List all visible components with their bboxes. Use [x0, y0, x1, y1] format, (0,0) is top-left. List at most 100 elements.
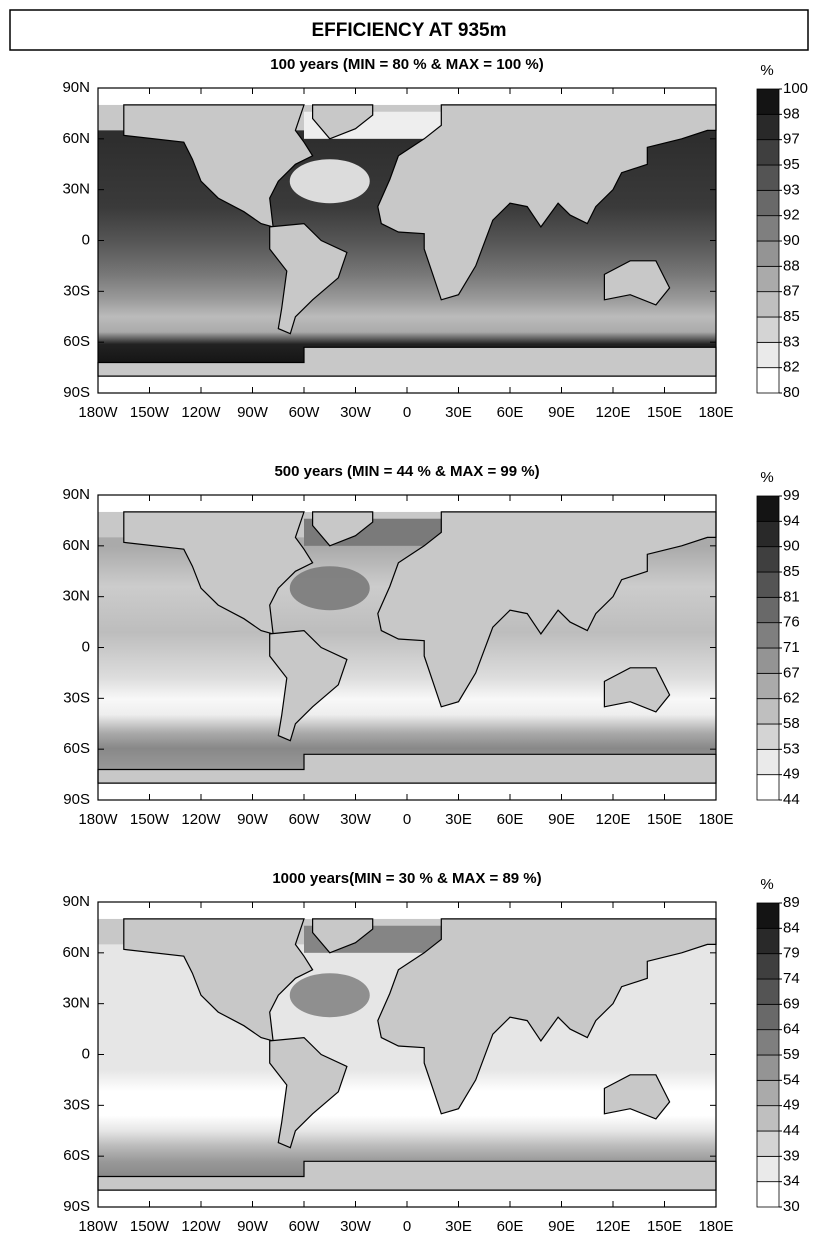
colorbar-label: 30	[783, 1198, 800, 1215]
colorbar-segment	[757, 496, 779, 521]
lon-label: 120W	[181, 811, 221, 828]
colorbar-label: 44	[783, 791, 800, 808]
atlantic-patch	[290, 159, 370, 203]
lon-label: 150W	[130, 404, 170, 421]
colorbar-segment	[757, 597, 779, 622]
colorbar-label: 98	[783, 105, 800, 122]
lon-label: 0	[403, 811, 411, 828]
colorbar-segment	[757, 266, 779, 291]
colorbar-label: 88	[783, 257, 800, 274]
lat-label: 30N	[62, 995, 90, 1012]
lat-label: 30N	[62, 181, 90, 198]
colorbar-segment	[757, 292, 779, 317]
colorbar-segment	[757, 521, 779, 546]
colorbar-label: 54	[783, 1071, 800, 1088]
panel-title: 1000 years(MIN = 30 % & MAX = 89 %)	[272, 870, 541, 887]
map-panel	[98, 88, 716, 393]
lon-label: 120W	[181, 404, 221, 421]
lat-label: 60N	[62, 944, 90, 961]
colorbar-segment	[757, 547, 779, 572]
lon-label: 180W	[78, 811, 118, 828]
colorbar-label: 44	[783, 1122, 800, 1139]
lat-label: 90N	[62, 893, 90, 910]
lon-label: 180E	[698, 404, 733, 421]
figure: EFFICIENCY AT 935m 100 years (MIN = 80 %…	[0, 0, 813, 1236]
colorbar-segment	[757, 241, 779, 266]
colorbar-label: 62	[783, 690, 800, 707]
colorbar-label: 83	[783, 333, 800, 350]
map-panel	[98, 495, 716, 800]
lon-label: 60W	[289, 1218, 321, 1235]
colorbar-segment	[757, 1055, 779, 1080]
lon-label: 150W	[130, 811, 170, 828]
atlantic-patch	[290, 566, 370, 610]
colorbar-segment	[757, 623, 779, 648]
colorbar-label: 34	[783, 1173, 800, 1190]
lat-label: 0	[82, 1045, 90, 1062]
lat-label: 30S	[63, 1096, 90, 1113]
colorbar-label: 87	[783, 283, 800, 300]
colorbar-unit: %	[760, 876, 773, 893]
colorbar-label: 100	[783, 80, 808, 97]
figure-title: EFFICIENCY AT 935m	[312, 20, 507, 41]
lat-label: 30S	[63, 282, 90, 299]
colorbar-label: 85	[783, 563, 800, 580]
colorbar-segment	[757, 342, 779, 367]
colorbar-label: 76	[783, 614, 800, 631]
colorbar-label: 67	[783, 664, 800, 681]
colorbar-segment	[757, 673, 779, 698]
colorbar-label: 69	[783, 995, 800, 1012]
colorbar-label: 39	[783, 1147, 800, 1164]
colorbar-segment	[757, 190, 779, 215]
lat-label: 60S	[63, 1147, 90, 1164]
lon-label: 0	[403, 404, 411, 421]
colorbar-segment	[757, 368, 779, 393]
lat-label: 90N	[62, 486, 90, 503]
colorbar-segment	[757, 979, 779, 1004]
lon-label: 120E	[595, 811, 630, 828]
lat-label: 30S	[63, 689, 90, 706]
colorbar-label: 97	[783, 131, 800, 148]
panel-title: 100 years (MIN = 80 % & MAX = 100 %)	[270, 56, 543, 73]
lon-label: 60E	[497, 1218, 524, 1235]
lon-label: 90W	[237, 1218, 269, 1235]
colorbar-segment	[757, 216, 779, 241]
colorbar-segment	[757, 775, 779, 800]
colorbar-label: 49	[783, 1097, 800, 1114]
lat-label: 60N	[62, 130, 90, 147]
lon-label: 30E	[445, 811, 472, 828]
lon-label: 180W	[78, 1218, 118, 1235]
lon-label: 180E	[698, 811, 733, 828]
colorbar-segment	[757, 1156, 779, 1181]
colorbar-segment	[757, 903, 779, 928]
colorbar-label: 90	[783, 538, 800, 555]
colorbar-unit: %	[760, 62, 773, 79]
colorbar-segment	[757, 140, 779, 165]
colorbar-segment	[757, 1131, 779, 1156]
colorbar-label: 93	[783, 181, 800, 198]
colorbar-label: 74	[783, 970, 800, 987]
lon-label: 150E	[647, 811, 682, 828]
lon-label: 180E	[698, 1218, 733, 1235]
colorbar-label: 59	[783, 1046, 800, 1063]
atlantic-patch	[290, 973, 370, 1017]
lat-label: 60S	[63, 740, 90, 757]
lon-label: 60W	[289, 404, 321, 421]
map-panel	[98, 902, 716, 1207]
colorbar-label: 80	[783, 384, 800, 401]
lon-label: 30E	[445, 1218, 472, 1235]
colorbar-segment	[757, 317, 779, 342]
colorbar-label: 90	[783, 232, 800, 249]
lon-label: 0	[403, 1218, 411, 1235]
colorbar-segment	[757, 1004, 779, 1029]
colorbar-label: 92	[783, 207, 800, 224]
panel-title: 500 years (MIN = 44 % & MAX = 99 %)	[274, 463, 539, 480]
lon-label: 90W	[237, 404, 269, 421]
page: EFFICIENCY AT 935m 100 years (MIN = 80 %…	[0, 0, 813, 1236]
colorbar-segment	[757, 954, 779, 979]
colorbar-label: 99	[783, 487, 800, 504]
colorbar-label: 58	[783, 715, 800, 732]
colorbar-segment	[757, 572, 779, 597]
lon-label: 60E	[497, 811, 524, 828]
colorbar-segment	[757, 165, 779, 190]
